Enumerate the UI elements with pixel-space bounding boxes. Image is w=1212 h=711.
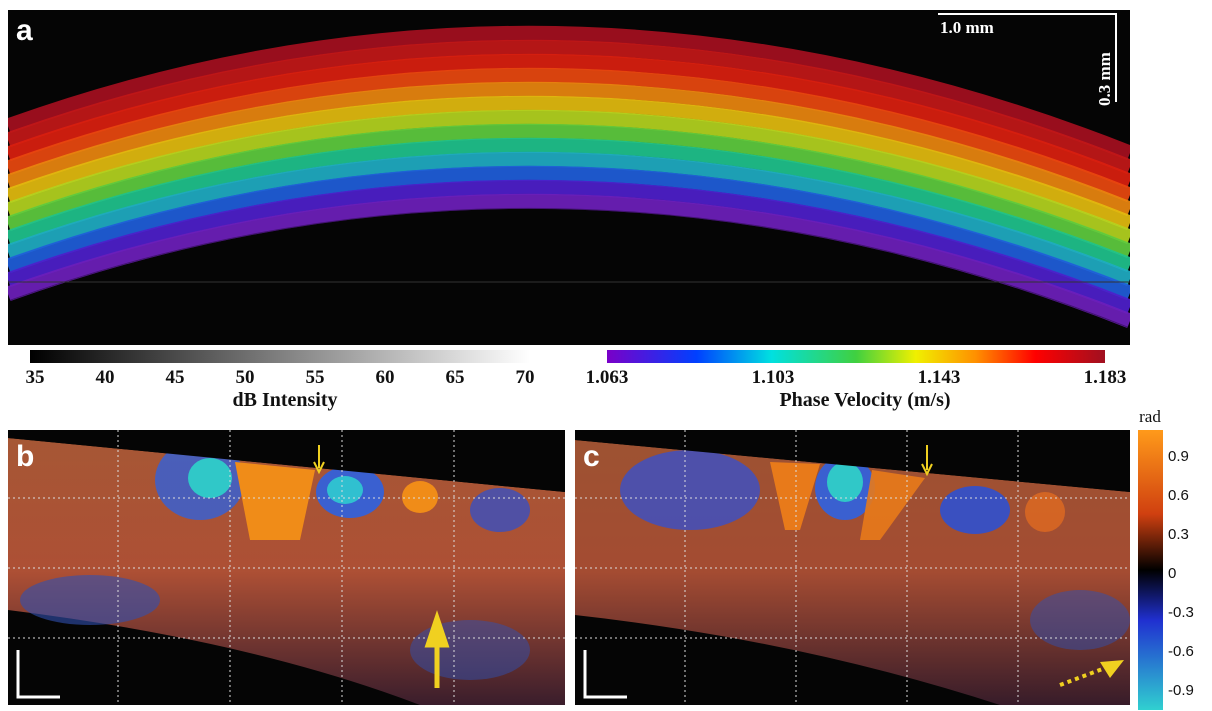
colorbar-tick-label: 50 (236, 367, 255, 388)
arrow (1100, 660, 1124, 678)
colorbar-tick-label: 0 (1168, 565, 1176, 582)
panel-label: b (16, 440, 34, 473)
colorbar-tick-label: 1.143 (918, 367, 961, 388)
colorbar-tick-label: 70 (516, 367, 535, 388)
colorbar-tick-label: 60 (376, 367, 395, 388)
band (8, 25, 1130, 160)
scale-x-label: 1.0 mm (940, 18, 994, 37)
band (8, 81, 1130, 216)
band (8, 165, 1130, 300)
band (8, 123, 1130, 258)
colorbar-tick-label: -0.3 (1168, 604, 1194, 621)
band (8, 193, 1130, 328)
panel-c-map (575, 430, 1130, 705)
cornea-bands (8, 25, 1130, 329)
arrow (424, 610, 450, 688)
colorbar-tick-label: 0.6 (1168, 487, 1189, 504)
colorbar-tick-label: 55 (306, 367, 325, 388)
scale-bar (938, 13, 1117, 102)
colorbar-tick-label: 45 (166, 367, 185, 388)
panel-label: c (583, 440, 600, 473)
colorbar-tick-label: 1.103 (752, 367, 795, 388)
band (8, 151, 1130, 286)
colorbar-unit: rad (1139, 407, 1161, 426)
colorbar-tick-label: 65 (446, 367, 465, 388)
colorbar-tick-label: 40 (96, 367, 115, 388)
scale-y-label: 0.3 mm (1095, 52, 1114, 106)
colorbar-title: dB Intensity (232, 389, 337, 411)
velocity-colorbar (607, 350, 1105, 363)
phase-colorbar (1138, 430, 1163, 710)
band (8, 109, 1130, 244)
arrow (921, 445, 933, 477)
arrow (313, 445, 325, 475)
panel-label: a (16, 14, 33, 47)
arrow (1059, 666, 1106, 687)
colorbar-tick-label: 1.063 (586, 367, 629, 388)
colorbar-title: Phase Velocity (m/s) (779, 389, 950, 411)
scale-bar (583, 650, 627, 699)
intensity-colorbar (30, 350, 530, 363)
layer-line (8, 207, 1130, 329)
band (8, 137, 1130, 272)
band (8, 53, 1130, 188)
colorbar-tick-label: -0.6 (1168, 643, 1194, 660)
colorbar-tick-label: -0.9 (1168, 682, 1194, 699)
band (8, 95, 1130, 230)
colorbar-tick-label: 35 (26, 367, 45, 388)
grid (575, 430, 1130, 705)
colorbar-tick-label: 0.3 (1168, 526, 1189, 543)
grid (8, 430, 565, 705)
band (8, 179, 1130, 314)
colorbar-tick-label: 0.9 (1168, 448, 1189, 465)
band (8, 67, 1130, 202)
colorbar-tick-label: 1.183 (1084, 367, 1127, 388)
band (8, 39, 1130, 174)
panel-b-map (8, 430, 565, 705)
scale-bar (16, 650, 60, 699)
